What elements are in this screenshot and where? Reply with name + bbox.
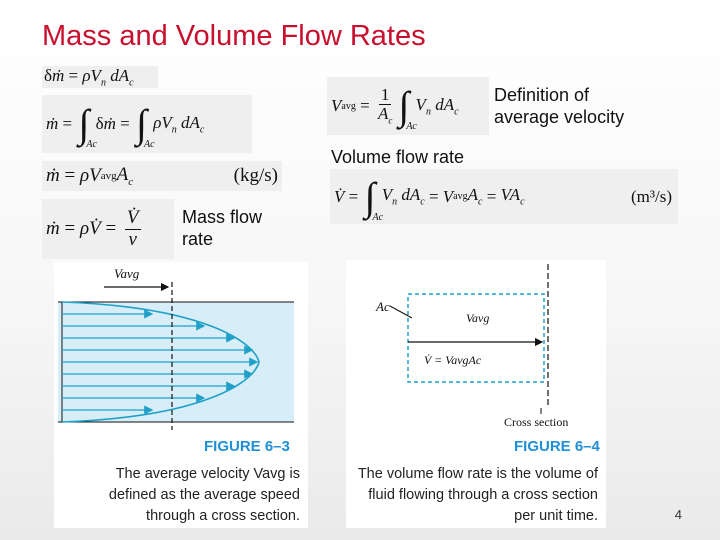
page-title: Mass and Volume Flow Rates (42, 20, 426, 52)
figure-6-3-title: FIGURE 6–3 (204, 438, 290, 455)
volume-flow-equation-label: V̇ = VavgAc (424, 353, 482, 367)
equation-mass-volume-relation: ṁ = ρ V̇ = V̇ v (42, 199, 174, 259)
figure-6-4-caption: The volume flow rate is the volume of fl… (357, 466, 598, 524)
figure-6-3: Vavg FIGURE 6–3 The average velocity Vav… (54, 262, 308, 528)
volume-unit: (m³/s) (631, 186, 672, 206)
vavg-label: Vavg (114, 266, 140, 281)
mass-flow-rate-label: Mass flow rate (182, 207, 263, 249)
velocity-profile-diagram: Vavg (58, 266, 294, 430)
page-number: 4 (674, 507, 682, 522)
equation-mass-flow-average: ṁ = ρV avg Ac (kg/s) (42, 161, 282, 191)
vavg-label: Vavg (466, 311, 489, 325)
cross-section-label: Cross section (504, 415, 568, 429)
mass-unit: (kg/s) (233, 165, 278, 186)
volume-flow-rate-label: Volume flow rate (331, 147, 465, 167)
cross-section-diagram: Ac Vavg V̇ = VavgAc Cross section (375, 264, 568, 429)
equation-differential-mass-flow: δṁ = ρVn dAc (42, 66, 158, 88)
figure-6-4-title: FIGURE 6–4 (514, 438, 600, 455)
average-velocity-definition-label: Definition of average velocity (494, 85, 625, 127)
figure-6-4: Ac Vavg V̇ = VavgAc Cross section FIGURE… (346, 260, 606, 528)
ac-label: Ac (375, 299, 390, 314)
figure-6-3-caption: The average velocity Vavg is defined as … (108, 466, 300, 524)
